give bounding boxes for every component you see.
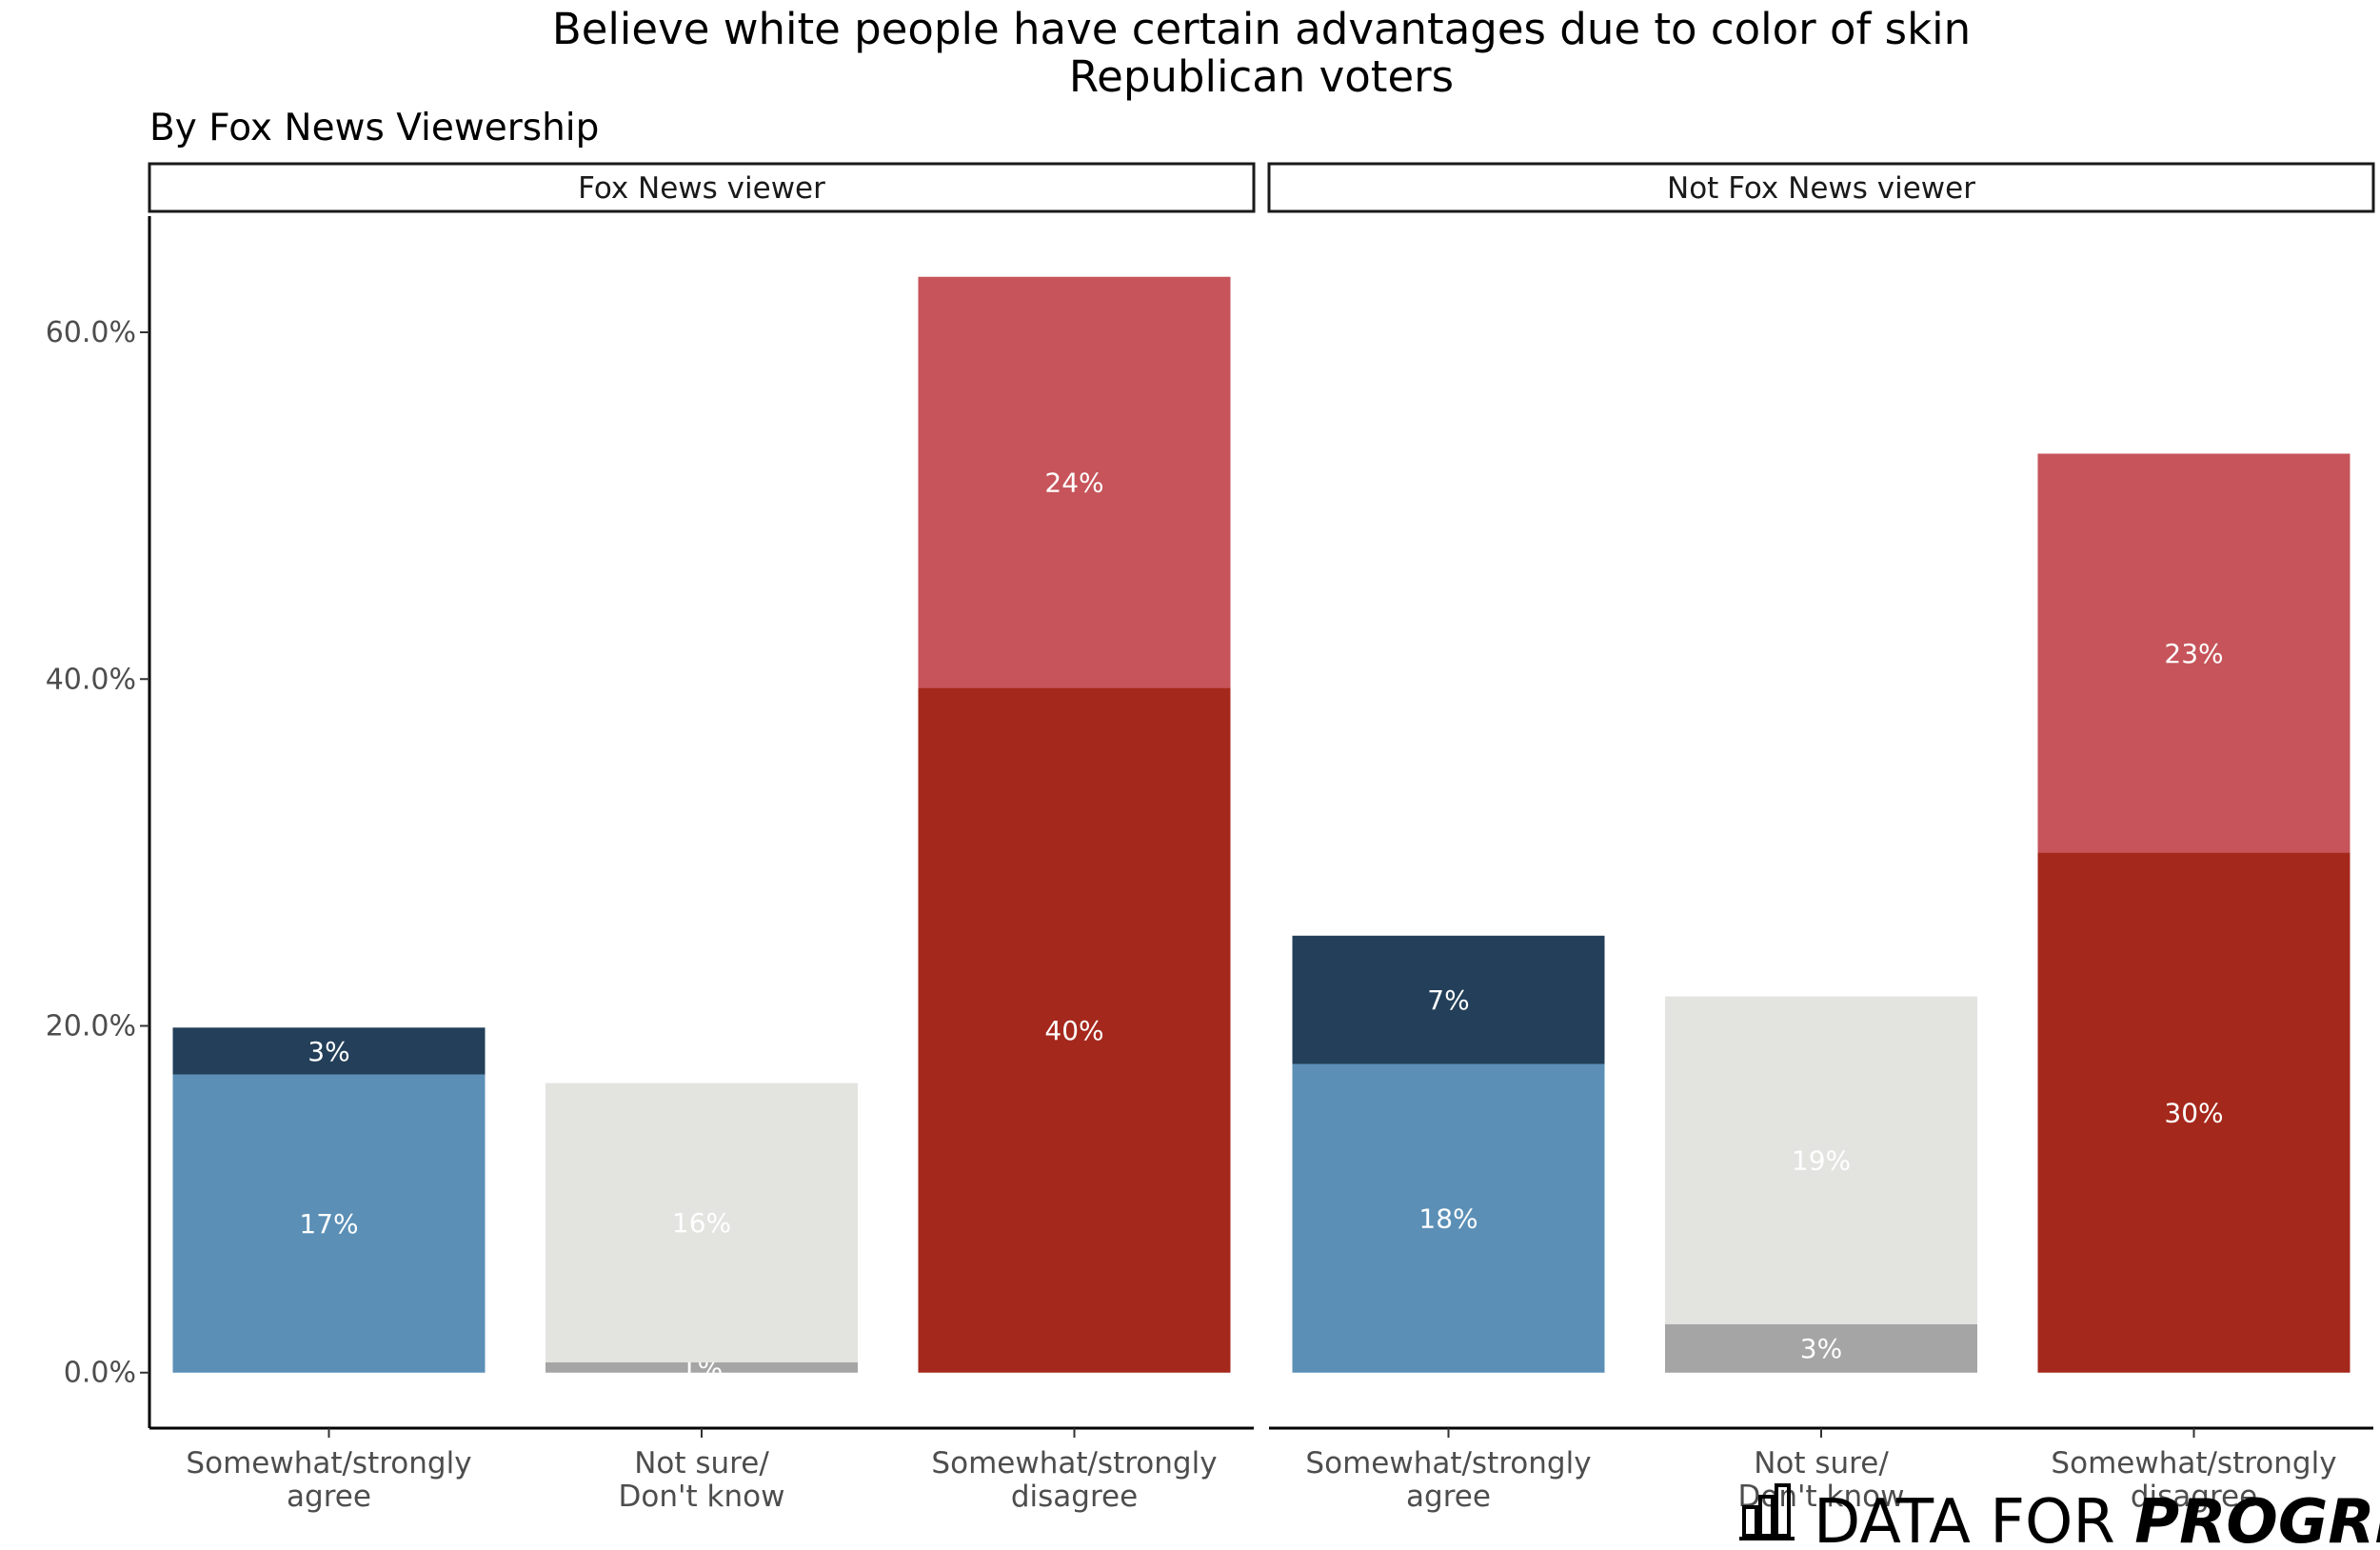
logo-wordmark: DATA FOR PROGRESS xyxy=(1814,1487,2380,1550)
x-tick-label: Somewhat/strongly disagree xyxy=(931,1446,1217,1514)
y-axis: 0.0% 20.0% 40.0% 60.0% xyxy=(46,216,151,1428)
bar-segment xyxy=(1665,996,1977,1324)
bar-segment-label: 23% xyxy=(2164,638,2223,669)
bar-segment xyxy=(1292,1063,1605,1373)
facet-strip-label: Not Fox News viewer xyxy=(1667,171,1975,206)
logo-light-text: DATA FOR xyxy=(1814,1487,2134,1550)
bar-segment-label: 18% xyxy=(1418,1203,1478,1235)
data-for-progress-logo: DATA FOR PROGRESS xyxy=(1739,1483,2380,1550)
bar-segment-label: 17% xyxy=(299,1208,358,1240)
bar-segment-label: 3% xyxy=(307,1036,349,1067)
bar-segment xyxy=(1665,1323,1977,1373)
y-tick-label: 20.0% xyxy=(46,1009,136,1043)
facet-strip-label: Fox News viewer xyxy=(578,171,825,206)
bar-segment xyxy=(172,1074,486,1373)
bar-segment xyxy=(918,687,1231,1373)
bar-segment-label: 16% xyxy=(672,1207,731,1239)
bar-segment-label: 30% xyxy=(2164,1098,2223,1129)
bar-segment xyxy=(545,1083,858,1362)
facet-strip xyxy=(1267,162,2375,213)
bar-segment xyxy=(2037,852,2350,1373)
bar-segment-label: 19% xyxy=(1792,1145,1851,1177)
x-tick-label: Not sure/Don't know xyxy=(619,1446,785,1514)
y-tick-label: 40.0% xyxy=(46,663,136,696)
bar-segment-label: 40% xyxy=(1044,1015,1103,1046)
chart-title: Believe white people have certain advant… xyxy=(552,4,1971,54)
logo-bold-text: PROGRESS xyxy=(2134,1487,2380,1550)
bar-segment xyxy=(545,1361,858,1373)
y-tick-label: 0.0% xyxy=(64,1357,136,1390)
bar-segment-label: 3% xyxy=(1800,1333,1842,1364)
y-tick-label: 60.0% xyxy=(46,316,136,349)
bars: 17%3%1%16%40%24%18%7%3%19%30%23% xyxy=(172,276,2350,1383)
x-tick-label: Somewhat/strongly agree xyxy=(1305,1446,1591,1514)
bar-segment xyxy=(2037,453,2350,853)
bar-segment-label: 24% xyxy=(1044,467,1103,499)
x-tick-label: Somewhat/strongly disagree xyxy=(2051,1446,2336,1514)
bar-segment xyxy=(172,1027,486,1075)
x-axis: Somewhat/strongly agree Not sure/Don't kno… xyxy=(149,1426,2373,1514)
facet-strips: Fox News viewer Not Fox News viewer xyxy=(148,162,2375,213)
bar-segment-label: 7% xyxy=(1427,984,1469,1016)
x-tick-label: Not sure/Don't know xyxy=(1738,1446,1905,1514)
bar-segment xyxy=(1292,935,1605,1064)
bar-segment xyxy=(918,276,1231,688)
facet-strip xyxy=(148,162,1256,213)
chart-title-line2: Republican voters xyxy=(1069,51,1454,102)
x-tick-label: Somewhat/strongly agree xyxy=(186,1446,471,1514)
bar-chart-icon xyxy=(1739,1483,1795,1540)
chart-subtitle: By Fox News Viewership xyxy=(149,107,599,149)
